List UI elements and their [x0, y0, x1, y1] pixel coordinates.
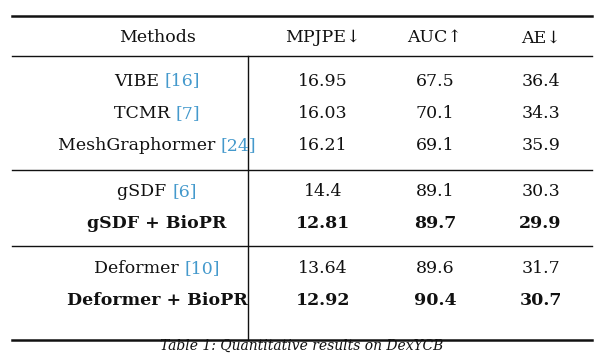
Text: 89.6: 89.6 [416, 260, 454, 277]
Text: 12.92: 12.92 [296, 292, 350, 309]
Text: [10]: [10] [184, 260, 220, 277]
Text: MPJPE↓: MPJPE↓ [286, 29, 361, 46]
Text: Methods: Methods [118, 29, 196, 46]
Text: MeshGraphormer: MeshGraphormer [58, 137, 220, 154]
Text: 35.9: 35.9 [521, 137, 560, 154]
Text: TCMR: TCMR [114, 105, 176, 122]
Text: 70.1: 70.1 [416, 105, 454, 122]
Text: VIBE: VIBE [114, 72, 164, 90]
Text: gSDF: gSDF [117, 183, 172, 200]
Text: 89.1: 89.1 [416, 183, 454, 200]
Text: [6]: [6] [172, 183, 197, 200]
Text: gSDF + BioPR: gSDF + BioPR [88, 215, 226, 232]
Text: Deformer + BioPR: Deformer + BioPR [66, 292, 248, 309]
Text: 34.3: 34.3 [521, 105, 560, 122]
Text: 67.5: 67.5 [416, 72, 454, 90]
Text: AUC↑: AUC↑ [408, 29, 462, 46]
Text: 69.1: 69.1 [416, 137, 454, 154]
Text: 14.4: 14.4 [304, 183, 342, 200]
Text: 29.9: 29.9 [519, 215, 562, 232]
Text: 30.7: 30.7 [519, 292, 562, 309]
Text: 90.4: 90.4 [414, 292, 456, 309]
Text: [24]: [24] [220, 137, 256, 154]
Text: AE↓: AE↓ [521, 29, 561, 46]
Text: 16.21: 16.21 [298, 137, 348, 154]
Text: Table 1: Quantitative results on DexYCB: Table 1: Quantitative results on DexYCB [160, 339, 444, 353]
Text: Deformer: Deformer [94, 260, 184, 277]
Text: [7]: [7] [176, 105, 200, 122]
Text: 13.64: 13.64 [298, 260, 348, 277]
Text: [16]: [16] [164, 72, 200, 90]
Text: 12.81: 12.81 [296, 215, 350, 232]
Text: 16.95: 16.95 [298, 72, 348, 90]
Text: 89.7: 89.7 [414, 215, 456, 232]
Text: 31.7: 31.7 [521, 260, 560, 277]
Text: 36.4: 36.4 [521, 72, 560, 90]
Text: 16.03: 16.03 [298, 105, 348, 122]
Text: 30.3: 30.3 [521, 183, 560, 200]
